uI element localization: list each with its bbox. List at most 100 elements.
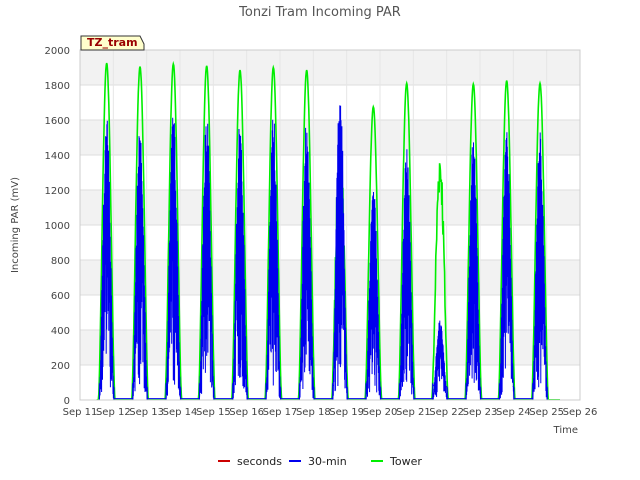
x-tick-label: Sep 17	[263, 407, 298, 418]
background-band	[80, 190, 580, 225]
x-tick-label: Sep 23	[463, 407, 498, 418]
30-min-day-trace	[232, 128, 248, 401]
30-min-shoulder	[365, 382, 368, 400]
30-min-day-trace	[98, 120, 115, 401]
tower-day-curve	[364, 104, 383, 401]
x-tick-label: Sep 13	[129, 407, 164, 418]
30-min-shoulder	[279, 385, 282, 400]
30-min-shoulder	[532, 382, 535, 400]
y-tick-label: 0	[64, 396, 70, 407]
30-min-shoulder	[298, 382, 301, 400]
30-min-shoulder	[498, 382, 501, 400]
30-min-shoulder	[112, 385, 115, 400]
y-tick-label: 600	[51, 291, 70, 302]
30-min-shoulder	[198, 382, 201, 400]
30-min-day-trace	[198, 123, 215, 401]
y-tick-label: 400	[51, 326, 70, 337]
30-min-shoulder	[165, 382, 168, 400]
chart-title: Tonzi Tram Incoming PAR	[238, 5, 401, 20]
tower-day-curve	[530, 80, 550, 401]
tower-day-curve	[130, 66, 150, 401]
30-min-shoulder	[345, 385, 348, 400]
site-badge: TZ_tram	[80, 35, 145, 51]
30-min-shoulder	[379, 385, 382, 400]
tower-day-curve	[97, 62, 116, 401]
30-min-shoulder	[145, 385, 148, 400]
y-axis-label: Incoming PAR (mV)	[10, 177, 21, 273]
30-min-day-trace	[298, 127, 315, 401]
badge-label: TZ_tram	[87, 36, 138, 49]
y-tick-label: 2000	[45, 46, 70, 57]
30-min-shoulder	[245, 385, 248, 400]
30-min-shoulder	[545, 385, 548, 400]
30-min-shoulder	[432, 382, 435, 400]
background-band	[80, 50, 580, 85]
background-band	[80, 225, 580, 260]
x-tick-label: Sep 14	[163, 407, 198, 418]
y-tick-label: 1800	[45, 81, 70, 92]
30-min-shoulder	[445, 385, 448, 400]
y-tick-label: 800	[51, 256, 70, 267]
x-tick-label: Sep 12	[96, 407, 131, 418]
x-tick-label: Sep 15	[196, 407, 231, 418]
background-band	[80, 155, 580, 190]
x-tick-label: Sep 24	[496, 407, 531, 418]
tower-day-curve	[197, 65, 216, 401]
x-tick-label: Sep 21	[396, 407, 431, 418]
x-tick-label: Sep 19	[329, 407, 364, 418]
badge-box	[80, 35, 145, 51]
30-min-shoulder	[512, 385, 515, 400]
x-tick-label: Sep 18	[296, 407, 331, 418]
background-band	[80, 260, 580, 295]
background-band	[80, 295, 580, 330]
30-min-day-trace	[498, 132, 515, 401]
30-min-shoulder	[465, 382, 468, 400]
background-band	[80, 365, 580, 400]
background-band	[80, 120, 580, 155]
30-min-shoulder	[212, 385, 215, 400]
tower-day-curve	[497, 80, 516, 401]
30-min-day-trace	[398, 149, 415, 401]
30-min-day-trace	[132, 136, 148, 401]
legend: seconds 30-min Tower	[218, 455, 422, 468]
30-min-shoulder	[179, 385, 182, 400]
y-tick-label: 1400	[45, 151, 70, 162]
30-min-shoulder	[332, 382, 335, 400]
30-min-shoulder	[232, 382, 235, 400]
x-axis-label: Time	[553, 425, 578, 436]
x-tick-label: Sep 25	[529, 407, 564, 418]
plot-frame	[79, 49, 581, 401]
30-min-shoulder	[98, 382, 101, 400]
30-min-shoulder	[132, 382, 135, 400]
30-min-shoulder	[412, 385, 415, 400]
x-tick-label: Sep 22	[429, 407, 464, 418]
30-min-shoulder	[312, 385, 315, 400]
tower-day-curve	[230, 69, 250, 401]
y-tick-label: 1200	[45, 186, 70, 197]
tower-day-curve	[430, 163, 450, 401]
tower-day-curve	[164, 60, 183, 401]
legend-label: Tower	[389, 455, 422, 468]
tower-day-curve	[397, 80, 416, 401]
30-min-day-trace	[332, 105, 348, 401]
tower-day-curve	[464, 81, 483, 401]
30-min-series	[98, 105, 548, 401]
x-tick-label: Sep 16	[229, 407, 264, 418]
30-min-day-trace	[165, 117, 182, 401]
background-band	[80, 330, 580, 365]
30-min-day-trace	[365, 191, 381, 401]
30-min-day-trace	[432, 320, 448, 401]
y-axis-ticks: 0 200 400 600 800 1000 1200 1400 1600 1800 2000	[45, 46, 70, 407]
background-band	[80, 85, 580, 120]
30-min-day-trace	[465, 142, 481, 401]
legend-label: seconds	[237, 455, 282, 468]
tower-day-curve	[264, 64, 283, 401]
30-min-shoulder	[398, 382, 401, 400]
30-min-shoulder	[479, 385, 482, 400]
30-min-day-trace	[265, 119, 281, 401]
30-min-shoulder	[265, 382, 268, 400]
y-tick-label: 1600	[45, 116, 70, 127]
y-tick-label: 200	[51, 361, 70, 372]
